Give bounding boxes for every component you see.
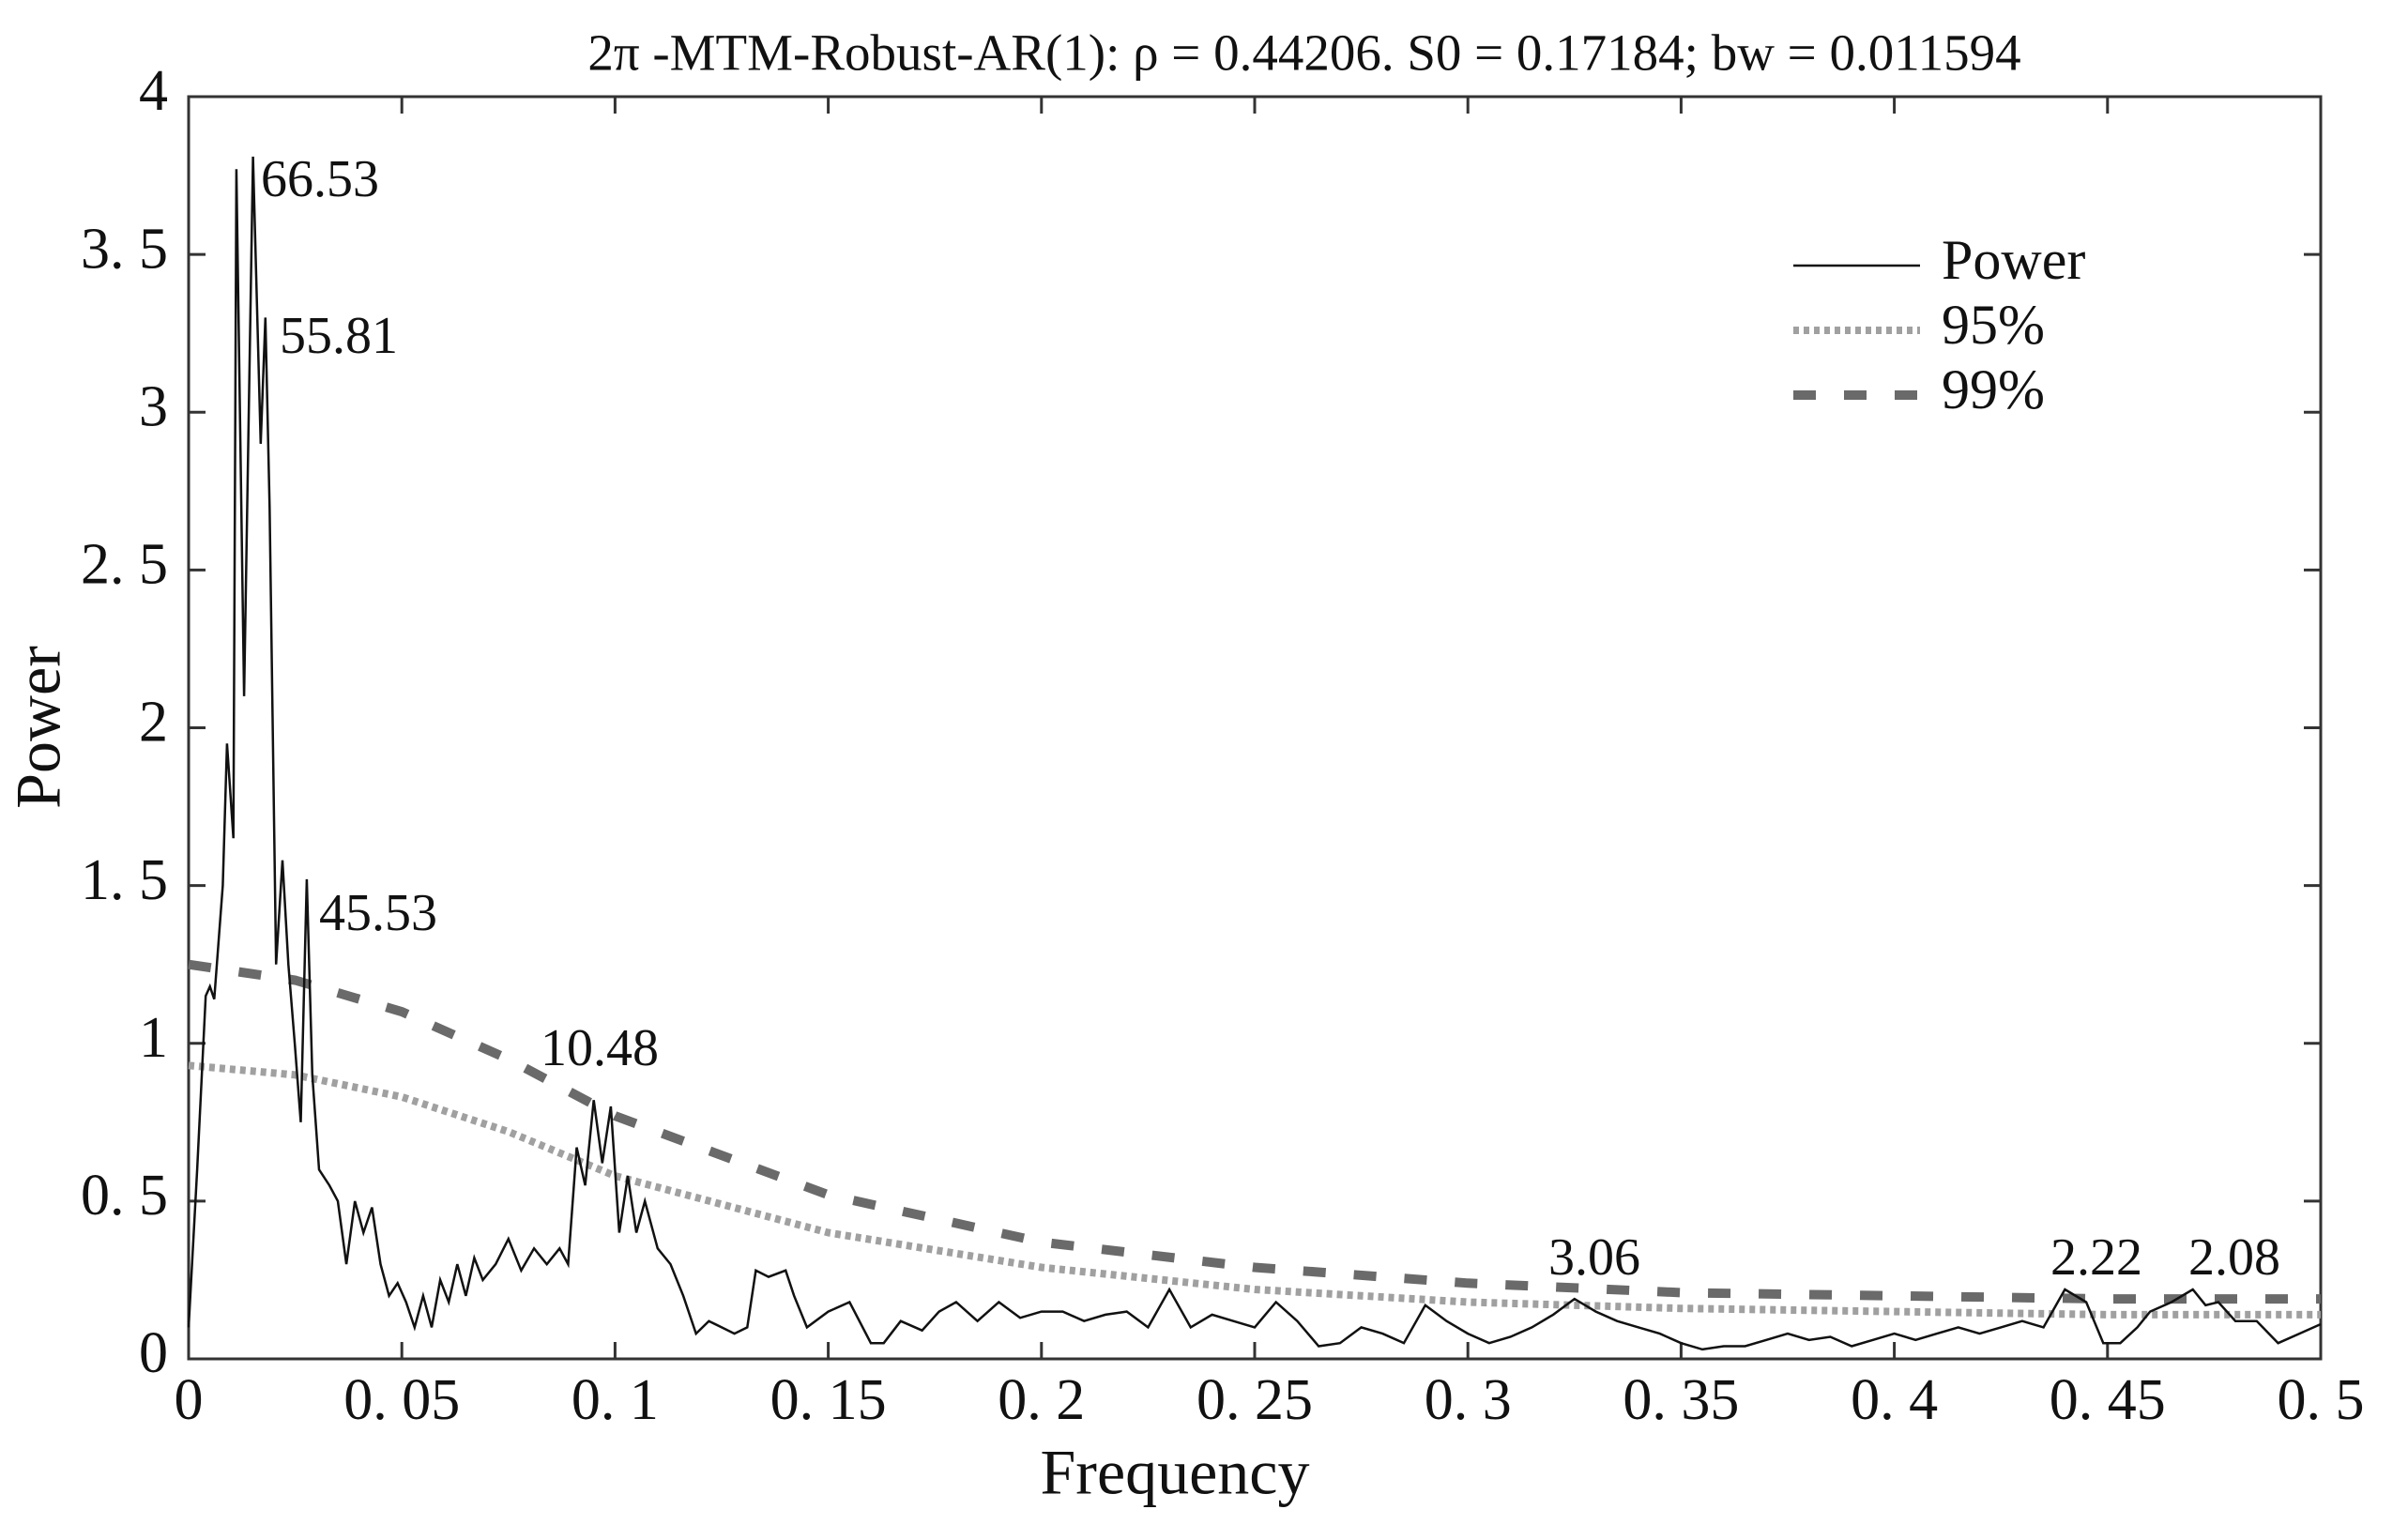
y-tick-label: 1. 5: [81, 848, 168, 912]
peak-annotation: 66.53: [261, 150, 379, 208]
peak-annotation: 3.06: [1548, 1228, 1640, 1287]
x-tick-label: 0. 5: [2278, 1368, 2365, 1432]
peak-annotation: 2.08: [2188, 1228, 2280, 1287]
x-tick-label: 0. 1: [572, 1368, 659, 1432]
y-tick-label: 2: [139, 691, 168, 755]
x-tick-label: 0. 35: [1623, 1368, 1739, 1432]
y-tick-label: 3: [139, 374, 168, 438]
series-line: [188, 1061, 2321, 1319]
peak-annotation: 10.48: [541, 1019, 659, 1077]
legend-label: 99%: [1942, 358, 2045, 420]
series-line: [188, 959, 2321, 1304]
x-axis-label: Frequency: [1040, 1437, 1309, 1508]
chart-title: 2π -MTM-Robust-AR(1): ρ = 0.44206. S0 = …: [587, 24, 2020, 82]
legend-label: 95%: [1942, 294, 2045, 356]
x-tick-label: 0. 3: [1425, 1368, 1512, 1432]
x-tick-label: 0: [175, 1368, 204, 1432]
legend-label: Power: [1942, 229, 2085, 291]
peak-annotation: 45.53: [319, 884, 437, 942]
peak-annotation: 55.81: [280, 307, 398, 365]
x-tick-label: 0. 4: [1851, 1368, 1938, 1432]
x-tick-label: 0. 15: [770, 1368, 887, 1432]
y-tick-label: 0: [139, 1321, 168, 1385]
x-tick-label: 0. 25: [1196, 1368, 1313, 1432]
x-tick-label: 0. 2: [998, 1368, 1085, 1432]
peak-annotation: 2.22: [2050, 1228, 2142, 1287]
series-line: [187, 156, 2322, 1351]
y-tick-label: 3. 5: [81, 217, 168, 281]
y-tick-label: 1: [139, 1006, 168, 1070]
y-tick-label: 4: [139, 59, 168, 123]
x-tick-label: 0. 45: [2050, 1368, 2166, 1432]
y-tick-label: 2. 5: [81, 533, 168, 597]
y-tick-label: 0. 5: [81, 1164, 168, 1227]
y-axis-label: Power: [3, 646, 74, 809]
x-tick-label: 0. 05: [343, 1368, 460, 1432]
